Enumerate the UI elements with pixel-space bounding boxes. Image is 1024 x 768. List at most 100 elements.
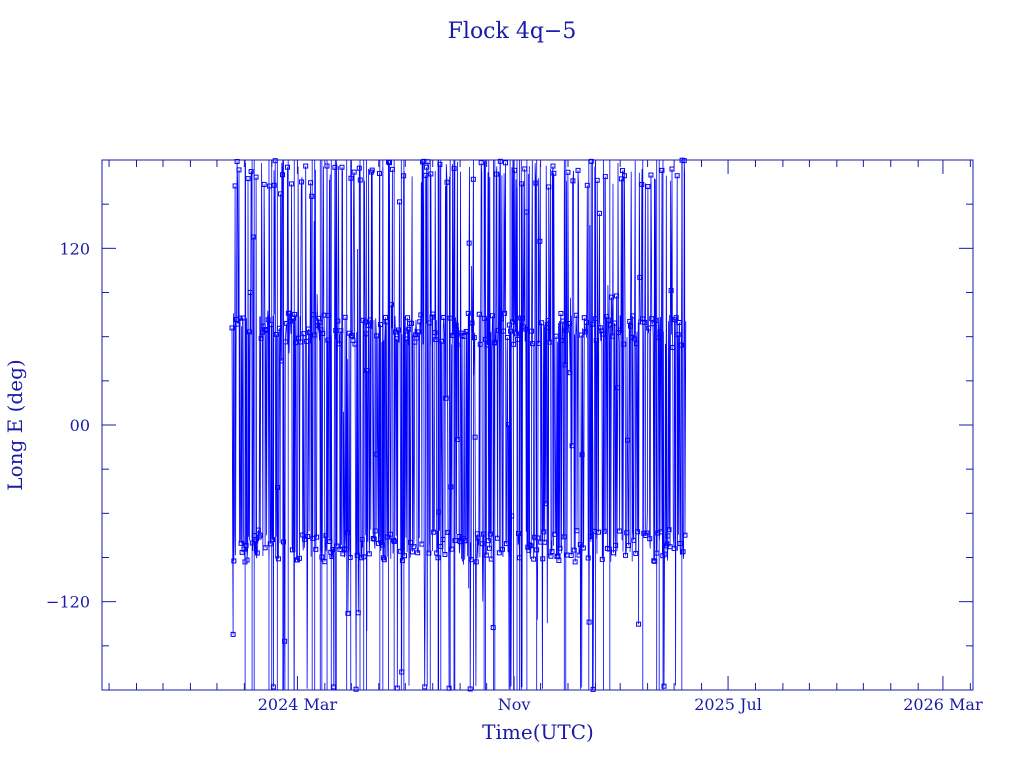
data-point [610, 333, 616, 339]
data-point [430, 311, 436, 317]
data-point [441, 315, 447, 321]
data-point [549, 548, 555, 554]
data-point [342, 314, 348, 320]
data-point [462, 538, 468, 544]
data-point [551, 170, 557, 176]
data-point [364, 368, 370, 374]
data-point [543, 501, 549, 507]
data-point [343, 547, 349, 553]
data-point [330, 547, 336, 553]
data-point [578, 332, 584, 338]
data-point [568, 552, 574, 558]
data-point [502, 160, 508, 166]
data-point [345, 610, 351, 616]
data-point [248, 169, 254, 175]
data-point [349, 333, 355, 339]
data-point [379, 542, 385, 548]
data-point [595, 529, 601, 535]
data-point [431, 529, 437, 535]
data-point [406, 326, 412, 332]
data-point [351, 169, 357, 175]
data-point [542, 539, 548, 545]
data-point [260, 323, 266, 329]
data-point [544, 325, 550, 331]
data-point [311, 312, 317, 318]
data-point [529, 328, 535, 334]
data-point [344, 530, 350, 536]
data-point [486, 545, 492, 551]
data-point [418, 312, 424, 318]
data-point [645, 184, 651, 190]
data-point [601, 528, 607, 534]
data-point [527, 542, 533, 548]
y-axis-label: Long E (deg) [3, 359, 27, 490]
data-point [596, 210, 602, 216]
data-point [411, 544, 417, 550]
data-point [387, 160, 393, 166]
data-point [646, 325, 652, 331]
data-point [636, 621, 642, 627]
data-point [466, 240, 472, 246]
data-point [446, 685, 452, 691]
data-point [229, 325, 235, 331]
data-point [305, 534, 311, 540]
data-point [442, 551, 448, 557]
data-point [457, 539, 463, 545]
data-point [405, 315, 411, 321]
data-point [265, 317, 271, 323]
data-point [639, 181, 645, 187]
y-tick-label: 120 [59, 239, 90, 258]
y-tick-label: −120 [46, 593, 90, 612]
x-tick-label: 2024 Mar [258, 695, 338, 714]
data-point [243, 542, 249, 548]
data-point [584, 182, 590, 188]
data-point [302, 536, 308, 542]
data-point [323, 533, 329, 539]
data-point [473, 559, 479, 565]
data-point [582, 329, 588, 335]
data-point [555, 553, 561, 559]
data-point [594, 177, 600, 183]
data-point [448, 484, 454, 490]
data-point [424, 164, 430, 170]
data-point [668, 288, 674, 294]
data-point [605, 317, 611, 323]
data-point [614, 293, 620, 299]
data-point [533, 180, 539, 186]
data-point [487, 531, 493, 537]
data-point [508, 328, 514, 334]
data-point [599, 556, 605, 562]
data-point [528, 543, 534, 549]
data-point [499, 546, 505, 552]
data-point [577, 542, 583, 548]
chart-title: Flock 4q−5 [448, 19, 577, 44]
data-point [531, 556, 537, 562]
data-point [540, 556, 546, 562]
data-point [513, 331, 519, 337]
data-point [309, 193, 315, 199]
data-point [580, 545, 586, 551]
data-point [388, 302, 394, 308]
data-point [541, 529, 547, 535]
data-point [612, 320, 618, 326]
data-point [573, 312, 579, 318]
data-point [255, 527, 261, 533]
data-point [661, 683, 667, 689]
data-point [367, 317, 373, 323]
data-point [558, 310, 564, 316]
data-point [471, 335, 477, 341]
data-point [618, 176, 624, 182]
data-point [576, 552, 582, 558]
data-point [417, 319, 423, 325]
data-point [632, 336, 638, 342]
data-point [621, 341, 627, 347]
data-point [338, 328, 344, 334]
data-point [398, 548, 404, 554]
data-point [231, 558, 237, 564]
data-point [680, 549, 686, 555]
x-ticks: 2024 Mar Nov 2025 Jul 2026 Mar [108, 160, 983, 714]
data-point [571, 547, 577, 553]
data-point [621, 173, 627, 179]
data-point [270, 537, 276, 543]
data-point [370, 535, 376, 541]
